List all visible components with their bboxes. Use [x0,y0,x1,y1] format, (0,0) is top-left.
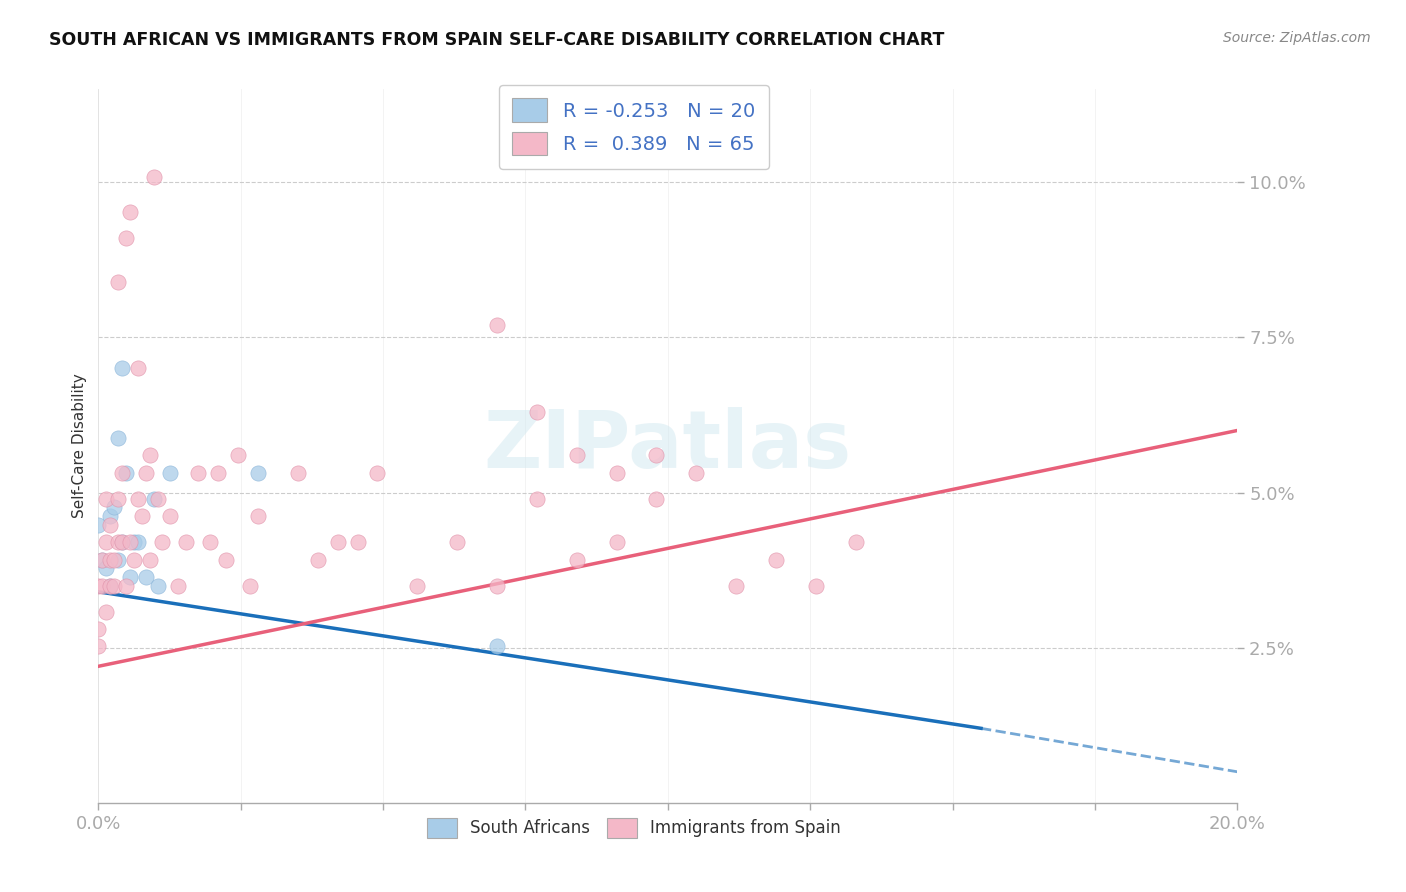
Point [714,579,737,593]
Point [98,579,121,593]
Point [115,424,138,438]
Point [162,548,184,562]
Point [115,579,138,593]
Point [138,622,160,636]
Point [167,579,190,593]
Point [93,622,115,636]
Point [98,609,121,624]
Point [115,609,138,624]
Point [942,560,965,574]
Point [304,640,326,655]
Point [87,672,110,686]
Point [173,640,195,655]
Point [657,684,679,698]
Point [132,634,155,648]
Point [121,560,143,574]
Point [315,560,337,574]
Point [87,597,110,611]
Point [1056,622,1078,636]
Point [87,684,110,698]
Legend: South Africans, Immigrants from Spain: South Africans, Immigrants from Spain [416,807,851,848]
Point [121,609,143,624]
Point [150,591,173,605]
Point [121,609,143,624]
Point [657,454,679,468]
Point [828,609,851,624]
Point [98,659,121,673]
Point [190,591,212,605]
Text: SOUTH AFRICAN VS IMMIGRANTS FROM SPAIN SELF-CARE DISABILITY CORRELATION CHART: SOUTH AFRICAN VS IMMIGRANTS FROM SPAIN S… [49,31,945,49]
Point [401,622,423,636]
Point [212,609,235,624]
Point [104,591,127,605]
Point [457,609,479,624]
Point [167,349,190,363]
Point [127,560,149,574]
Point [884,548,907,562]
Point [104,597,127,611]
Point [201,640,224,655]
Point [98,628,121,642]
Point [138,609,160,624]
Point [1112,640,1135,655]
Point [246,609,269,624]
Point [600,609,623,624]
Point [315,591,337,605]
Point [657,640,679,655]
Point [173,579,195,593]
Point [127,640,149,655]
Point [287,548,309,562]
Point [770,622,793,636]
Point [162,622,184,636]
Point [998,640,1021,655]
Point [145,485,167,500]
Point [1170,609,1192,624]
Point [145,609,167,624]
Point [190,560,212,574]
Point [179,609,201,624]
Y-axis label: Self-Care Disability: Self-Care Disability [72,374,87,518]
Point [828,560,851,574]
Point [156,560,179,574]
Point [714,516,737,531]
Point [270,622,292,636]
Point [259,560,281,574]
Point [132,609,155,624]
Point [115,622,138,636]
Point [600,206,623,220]
Point [121,485,143,500]
Point [110,622,132,636]
Point [104,622,127,636]
Point [132,374,155,388]
Point [884,579,907,593]
Point [373,560,395,574]
Text: ZIPatlas: ZIPatlas [484,407,852,485]
Point [229,560,252,574]
Point [429,609,451,624]
Point [110,584,132,599]
Point [93,622,115,636]
Point [156,634,179,648]
Point [486,560,509,574]
Point [770,548,793,562]
Point [104,640,127,655]
Point [93,640,115,655]
Text: Source: ZipAtlas.com: Source: ZipAtlas.com [1223,31,1371,45]
Point [115,535,138,549]
Point [104,640,127,655]
Point [145,579,167,593]
Point [87,640,110,655]
Point [543,640,565,655]
Point [110,640,132,655]
Point [127,392,149,407]
